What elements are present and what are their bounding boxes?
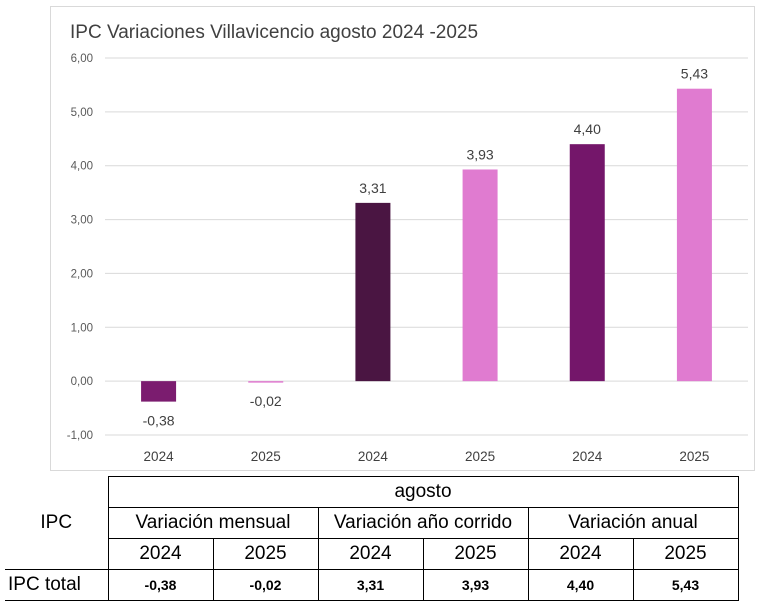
table-year: 2025: [213, 538, 319, 570]
category-label: 2025: [465, 449, 495, 464]
bar: [248, 381, 284, 383]
table-cell: 3,93: [423, 569, 529, 601]
category-labels: 2024 2025 2024 2025 2024 2025: [144, 449, 710, 464]
category-label: 2024: [358, 449, 389, 464]
gridlines: [105, 57, 748, 436]
category-label: 2025: [679, 449, 709, 464]
data-label: 3,31: [359, 180, 386, 196]
table-group-header: agosto: [108, 476, 739, 508]
bar-chart: 6,005,004,003,002,001,000,00-1,00 -0,38-…: [67, 53, 748, 464]
table-row-label: IPC total: [5, 569, 109, 601]
table-year: 2025: [423, 538, 529, 570]
table-subgroup: Variación anual: [528, 507, 739, 539]
table-year: 2024: [318, 538, 424, 570]
data-label: -0,38: [143, 413, 175, 429]
category-label: 2025: [251, 449, 281, 464]
data-label: 5,43: [681, 66, 708, 82]
bar: [141, 381, 177, 402]
bars: [141, 88, 712, 402]
table-cell: 4,40: [528, 569, 634, 601]
table-cell: -0,38: [108, 569, 214, 601]
y-tick-label: 5,00: [71, 107, 93, 119]
y-tick-label: 3,00: [71, 215, 93, 227]
y-tick-labels: 6,00 5,00 4,00 3,00 2,00 1,00 0,00 -1,00: [67, 53, 93, 442]
table-row-header: IPC: [5, 507, 109, 539]
data-label: -0,02: [250, 393, 282, 409]
chart-title: IPC Variaciones Villavicencio agosto 202…: [70, 22, 479, 43]
bar: [355, 202, 391, 382]
y-tick-label: 2,00: [71, 268, 93, 280]
data-label: 4,40: [574, 121, 601, 137]
table-year: 2024: [528, 538, 634, 570]
table-cell: 5,43: [633, 569, 739, 601]
data-labels: -0,38 -0,02 3,31 3,93 4,40 5,43: [143, 66, 709, 429]
y-tick-label: 4,00: [71, 161, 93, 173]
y-tick-label: 6,00: [71, 53, 93, 65]
category-label: 2024: [572, 449, 603, 464]
y-tick-label: 1,00: [71, 322, 93, 334]
table-subgroup: Variación mensual: [108, 507, 319, 539]
table-year: 2024: [108, 538, 214, 570]
y-tick-label: 0,00: [71, 376, 93, 388]
data-label: 3,93: [466, 146, 493, 162]
bar: [462, 169, 498, 382]
table-year: 2025: [633, 538, 739, 570]
category-label: 2024: [144, 449, 175, 464]
y-tick-label: -1,00: [67, 430, 93, 442]
ipc-table: agosto IPC Variación mensual Variación a…: [5, 476, 739, 601]
bar: [676, 88, 712, 382]
table-cell: 3,31: [318, 569, 424, 601]
bar: [569, 144, 605, 382]
table-cell: -0,02: [213, 569, 319, 601]
table-subgroup: Variación año corrido: [318, 507, 529, 539]
